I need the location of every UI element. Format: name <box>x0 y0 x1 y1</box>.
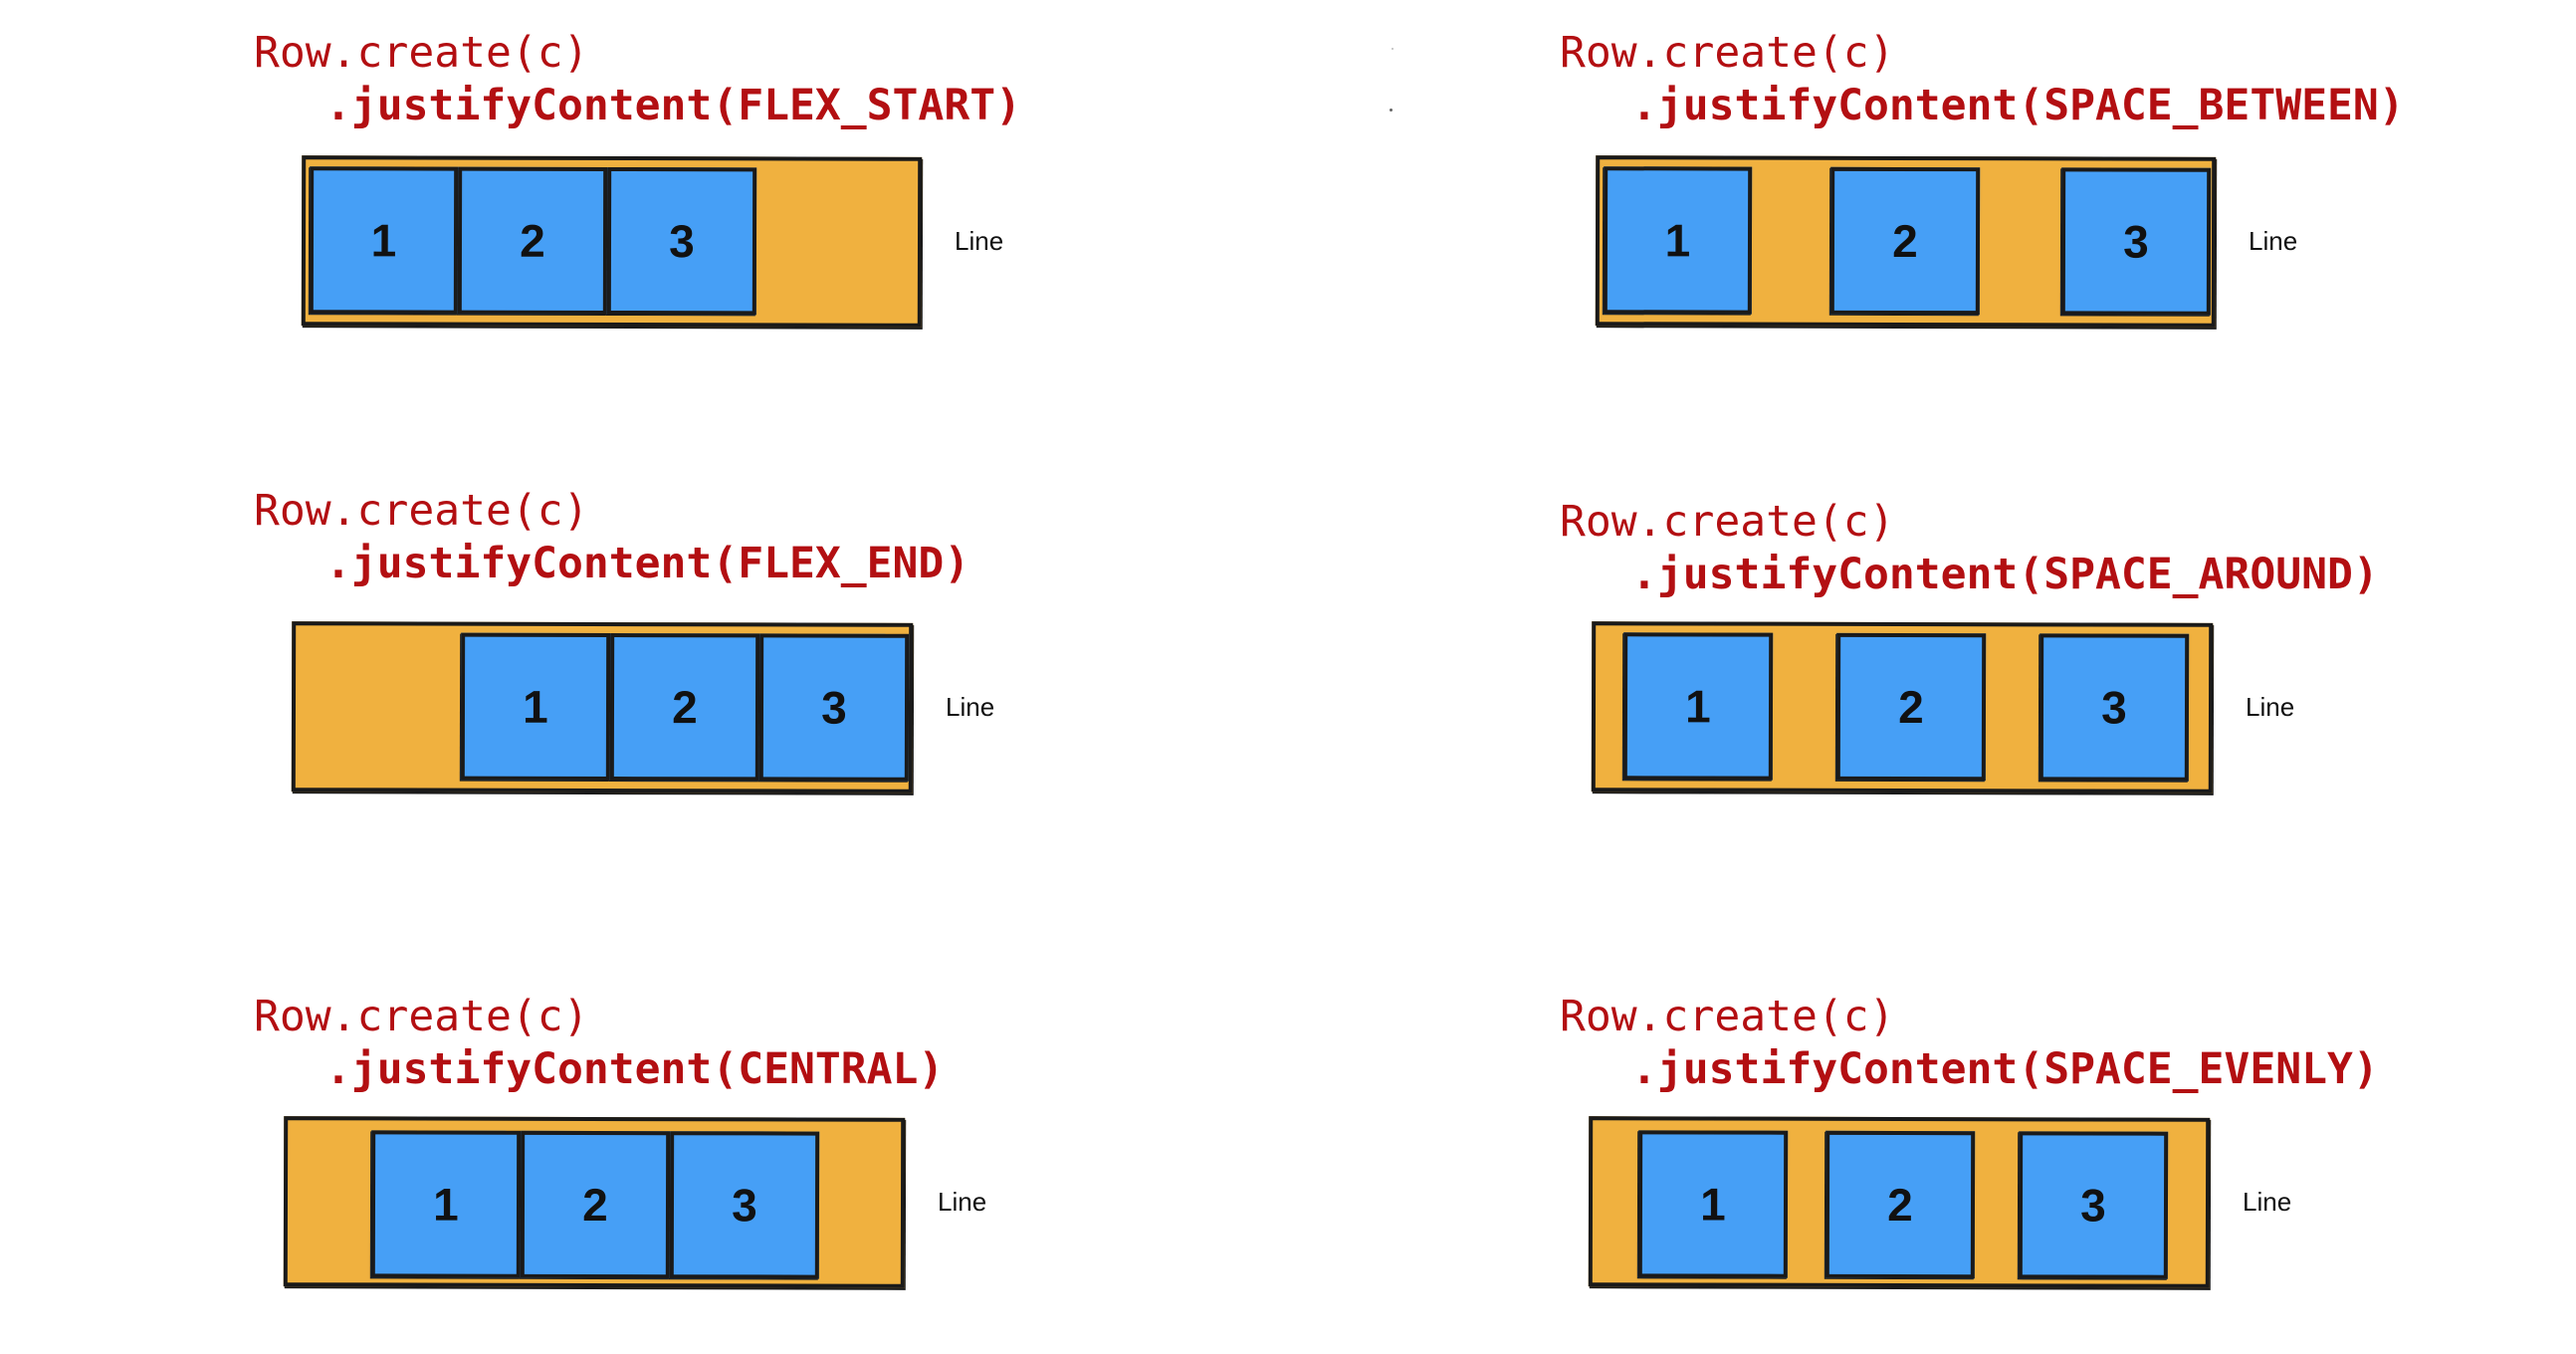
code-row-create: Row.create(c) <box>1560 28 1895 78</box>
line-container: 1 2 3 <box>1591 621 2214 793</box>
panel-flex-end: Row.create(c) .justifyContent(FLEX_END) … <box>254 490 1349 848</box>
code-row-create: Row.create(c) <box>1560 497 1895 547</box>
flex-item: 1 <box>309 166 459 315</box>
flex-item: 2 <box>1835 632 1987 782</box>
code-justify-content: .justifyContent(SPACE_BETWEEN) <box>1631 81 2405 130</box>
code-row-create: Row.create(c) <box>254 486 589 536</box>
flex-item: 2 <box>1829 166 1981 316</box>
flex-item: 2 <box>520 1130 671 1279</box>
panel-space-evenly: Row.create(c) .justifyContent(SPACE_EVEN… <box>1560 996 2576 1354</box>
panel-space-around: Row.create(c) .justifyContent(SPACE_AROU… <box>1560 501 2576 859</box>
code-row-create: Row.create(c) <box>1560 992 1895 1041</box>
flex-item: 3 <box>2018 1131 2169 1279</box>
line-label: Line <box>938 1187 987 1217</box>
panel-flex-start: Row.create(c) .justifyContent(FLEX_START… <box>254 32 1349 390</box>
flex-item: 3 <box>606 166 757 316</box>
line-container: 1 2 3 <box>291 621 914 793</box>
flex-item: 1 <box>1637 1130 1789 1278</box>
flex-item: 1 <box>1622 632 1774 781</box>
panel-space-between: Row.create(c) .justifyContent(SPACE_BETW… <box>1560 32 2576 390</box>
code-justify-content: .justifyContent(SPACE_EVENLY) <box>1631 1044 2379 1094</box>
line-label: Line <box>955 226 1004 256</box>
flex-item: 3 <box>758 633 910 782</box>
line-label: Line <box>2243 1187 2292 1217</box>
flex-item: 1 <box>460 632 611 782</box>
flex-item: 3 <box>2060 167 2212 316</box>
code-justify-content: .justifyContent(CENTRAL) <box>325 1044 945 1094</box>
flex-item: 1 <box>1603 166 1753 315</box>
flex-item: 1 <box>370 1130 522 1278</box>
code-justify-content: .justifyContent(FLEX_END) <box>325 539 970 588</box>
flex-item: 3 <box>669 1131 820 1279</box>
panel-central: Row.create(c) .justifyContent(CENTRAL) 1… <box>254 996 1349 1354</box>
line-container: 1 2 3 <box>1595 155 2217 328</box>
line-label: Line <box>2246 692 2295 722</box>
stray-dot <box>1390 109 1393 112</box>
line-container: 1 2 3 <box>283 1116 906 1288</box>
line-label: Line <box>946 692 995 722</box>
flex-item: 2 <box>609 633 760 782</box>
line-label: Line <box>2249 226 2298 256</box>
line-container: 1 2 3 <box>1588 1116 2211 1288</box>
line-container: 1 2 3 <box>301 155 923 328</box>
code-row-create: Row.create(c) <box>254 992 589 1041</box>
code-justify-content: .justifyContent(FLEX_START) <box>325 81 1021 130</box>
flex-item: 2 <box>457 166 608 315</box>
stray-dot <box>1392 48 1394 50</box>
flex-item: 3 <box>2039 633 2190 782</box>
flex-item: 2 <box>1825 1130 1976 1279</box>
code-justify-content: .justifyContent(SPACE_AROUND) <box>1631 550 2379 599</box>
code-row-create: Row.create(c) <box>254 28 589 78</box>
